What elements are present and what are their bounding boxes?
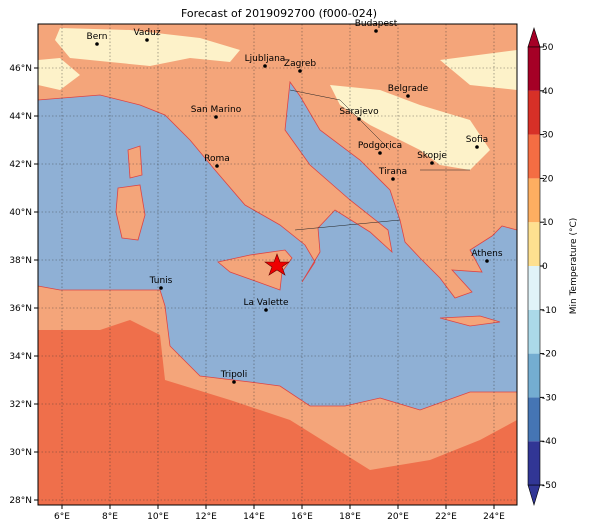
city-label: Sarajevo — [339, 107, 379, 117]
cool-region — [330, 85, 490, 170]
city-dot — [95, 42, 99, 46]
location-star — [264, 253, 290, 276]
lat-tick-label: 30°N — [9, 448, 32, 458]
lon-tick-label: 20°E — [387, 512, 409, 522]
colorbar-tick-label: 10 — [542, 218, 554, 228]
colorbar-segment — [528, 178, 540, 223]
city-label: Bern — [87, 32, 108, 42]
cool-region — [38, 58, 80, 90]
lon-tick-label: 14°E — [243, 512, 265, 522]
city-dot — [485, 259, 489, 263]
lon-tick-label: 16°E — [291, 512, 313, 522]
city-dot — [264, 308, 268, 312]
colorbar-segment — [528, 134, 540, 179]
map-frame — [37, 23, 518, 506]
city-dot — [214, 115, 218, 119]
colorbar-segment — [528, 266, 540, 310]
city-dot — [215, 164, 219, 168]
lat-tick-label: 46°N — [9, 64, 32, 74]
city-label: Vaduz — [133, 28, 160, 38]
city-label: San Marino — [191, 105, 242, 115]
lat-tick-label: 38°N — [9, 256, 32, 266]
lon-tick-label: 8°E — [102, 512, 118, 522]
city-label: Belgrade — [388, 84, 429, 94]
lon-tick-label: 12°E — [195, 512, 217, 522]
colorbar-tick-label: -20 — [542, 350, 557, 360]
colorbar-tick-label: 40 — [542, 87, 554, 97]
city-dot — [232, 380, 236, 384]
lat-tick-label: 34°N — [9, 352, 32, 362]
city-dot — [475, 145, 479, 149]
city-label: Athens — [471, 249, 502, 259]
colorbar-segment — [528, 47, 540, 91]
lat-tick-label: 36°N — [9, 304, 32, 314]
city-label: Ljubljana — [245, 54, 286, 64]
city-dot — [159, 286, 163, 290]
colorbar-tick-label: -30 — [542, 393, 557, 403]
lon-tick-label: 10°E — [147, 512, 169, 522]
city-dot — [263, 64, 267, 68]
city-dot — [430, 161, 434, 165]
city-label: Tunis — [149, 276, 173, 286]
city-dot — [145, 38, 149, 42]
title: Forecast of 2019092700 (f000-024) — [181, 7, 377, 20]
colorbar-segment — [528, 222, 540, 266]
map — [38, 24, 517, 505]
city-label: Podgorica — [358, 141, 402, 151]
axes: 6°E 8°E 10°E 12°E 14°E 16°E 18°E 20°E 22°E 24°E 28… — [9, 64, 505, 522]
colorbar-segment — [528, 397, 540, 442]
cool-region — [440, 50, 517, 90]
city-dot — [357, 117, 361, 121]
city-dot — [378, 151, 382, 155]
lat-tick-label: 32°N — [9, 400, 32, 410]
lat-tick-label: 42°N — [9, 160, 32, 170]
colorbar-extend — [527, 484, 541, 507]
colorbar-tick-label: 30 — [542, 131, 554, 141]
lat-tick-label: 28°N — [9, 496, 32, 506]
city-label: Skopje — [417, 151, 447, 161]
colorbar-segment — [528, 353, 540, 398]
city-dot — [391, 177, 395, 181]
lon-tick-label: 24°E — [483, 512, 505, 522]
cool-region — [55, 28, 240, 66]
lat-tick-label: 44°N — [9, 112, 32, 122]
colorbar-segment — [528, 309, 540, 354]
colorbar: -50 -40 -30 -20 -10 0 10 20 30 40 50 — [527, 27, 557, 507]
lon-tick-label: 6°E — [54, 512, 70, 522]
colorbar-segment — [528, 90, 540, 135]
colorbar-tick-label: -10 — [542, 306, 557, 316]
city-label: Roma — [204, 154, 230, 164]
colorbar-tick-label: -50 — [542, 481, 557, 491]
colorbar-tick-label: 50 — [542, 43, 554, 53]
colorbar-segment — [528, 441, 540, 485]
colorbar-tick-label: -40 — [542, 437, 557, 447]
lon-tick-label: 22°E — [435, 512, 457, 522]
island — [115, 184, 146, 241]
colorbar-extend — [527, 27, 541, 48]
city-label: Tirana — [378, 167, 407, 177]
colorbar-label: Min Temperature (°C) — [569, 218, 579, 315]
colorbar-tick-label: 20 — [542, 174, 554, 184]
city-dot — [374, 29, 378, 33]
city-dot — [406, 94, 410, 98]
lon-tick-label: 18°E — [339, 512, 361, 522]
city-label: Tripoli — [220, 370, 248, 380]
city-dot — [298, 69, 302, 73]
city-label: Budapest — [355, 19, 398, 29]
lat-tick-label: 40°N — [9, 208, 32, 218]
city-label: La Valette — [244, 298, 289, 308]
island — [439, 315, 501, 327]
border — [289, 89, 470, 231]
colorbar-tick-label: 0 — [542, 262, 548, 272]
city-label: Sofia — [466, 135, 488, 145]
island — [127, 145, 143, 179]
city-label: Zagreb — [284, 59, 316, 69]
